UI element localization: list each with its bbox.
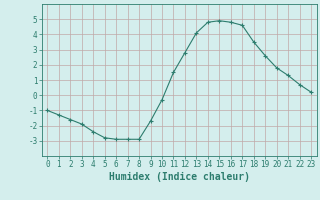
X-axis label: Humidex (Indice chaleur): Humidex (Indice chaleur) [109, 172, 250, 182]
